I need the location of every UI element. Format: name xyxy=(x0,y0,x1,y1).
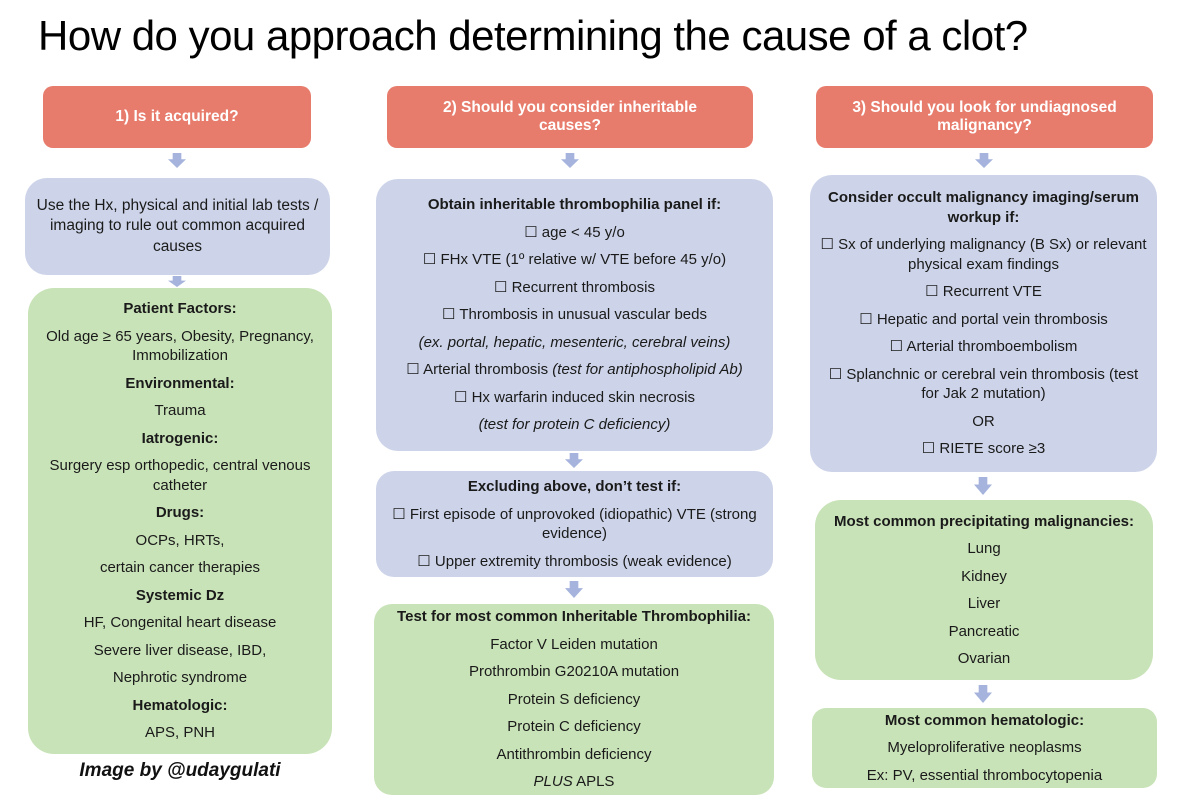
step3-hematologic-box: Most common hematologic: Myeloproliferati… xyxy=(812,708,1157,788)
text-line: Use the Hx, physical and initial lab tes… xyxy=(36,197,319,255)
step1-instructions-box: Use the Hx, physical and initial lab tes… xyxy=(25,178,330,275)
text-line: APS, PNH xyxy=(144,724,216,742)
text-line: ☐ Arterial thrombosis (test for antiphos… xyxy=(406,360,742,380)
text-line: ☐ Upper extremity thrombosis (weak evide… xyxy=(417,552,732,570)
text-line: Protein S deficiency xyxy=(507,690,641,708)
text-line: Environmental: xyxy=(125,374,235,392)
image-credit: Image by @udaygulati xyxy=(79,760,281,781)
text-line: Myeloproliferative neoplasms xyxy=(887,739,1082,757)
text-line: Protein C deficiency xyxy=(507,718,641,736)
text-line: Factor V Leiden mutation xyxy=(490,635,658,653)
text-line: Pancreatic xyxy=(948,622,1020,640)
text-line: Obtain inheritable thrombophilia panel i… xyxy=(427,196,722,214)
down-arrow-icon xyxy=(565,453,583,468)
down-arrow-icon xyxy=(974,477,992,495)
text-line: Consider occult malignancy imaging/serum… xyxy=(828,189,1139,226)
text-line: Kidney xyxy=(961,567,1007,585)
text-line: ☐ Thrombosis in unusual vascular beds xyxy=(442,306,707,324)
text-line: Systemic Dz xyxy=(135,586,225,604)
text-line: Iatrogenic: xyxy=(141,429,219,447)
text-line: HF, Congenital heart disease xyxy=(83,614,277,632)
text-line: Drugs: xyxy=(155,504,205,522)
text-line: Antithrombin deficiency xyxy=(496,745,652,763)
step2-dont-test-box: Excluding above, don’t test if: ☐ First e… xyxy=(376,471,773,577)
step3-header: 3) Should you look for undiagnosed malig… xyxy=(816,86,1153,148)
text-line: Most common precipitating malignancies: xyxy=(833,512,1135,530)
text-line: Prothrombin G20210A mutation xyxy=(468,663,680,681)
text-line: Old age ≥ 65 years, Obesity, Pregnancy, … xyxy=(46,327,314,365)
text-segment: ☐ Arterial thrombosis xyxy=(406,361,553,379)
text-line: Trauma xyxy=(154,402,206,420)
step1-acquired-causes-box: Patient Factors: Old age ≥ 65 years, Obes… xyxy=(28,288,332,754)
text-line: Severe liver disease, IBD, xyxy=(93,641,267,659)
text-line: ☐ Hx warfarin induced skin necrosis xyxy=(453,388,696,406)
text-line: Surgery esp orthopedic, central venous c… xyxy=(49,457,311,494)
text-line: ☐ Splanchnic or cerebral vein thrombosis… xyxy=(828,365,1139,403)
page-title: How do you approach determining the caus… xyxy=(38,12,1028,59)
text-line: Nephrotic syndrome xyxy=(112,669,248,687)
down-arrow-icon xyxy=(561,153,579,168)
text-line: Liver xyxy=(967,595,1001,612)
text-line: Patient Factors: xyxy=(123,300,237,318)
text-line: Ovarian xyxy=(957,650,1011,667)
text-line: OCPs, HRTs, xyxy=(135,531,225,549)
text-line: ☐ Recurrent thrombosis xyxy=(493,278,655,296)
text-line: Ex: PV, essential thrombocytopenia xyxy=(866,766,1103,784)
step3-common-malignancies-box: Most common precipitating malignancies: L… xyxy=(815,500,1153,680)
text-line: Excluding above, don’t test if: xyxy=(467,478,682,495)
text-line: Most common hematologic: xyxy=(884,711,1085,729)
text-line: OR xyxy=(972,412,995,430)
step2-inheritable-thrombophilia-box: Test for most common Inheritable Thrombo… xyxy=(374,604,774,795)
down-arrow-icon xyxy=(168,276,186,287)
text-line: ☐ FHx VTE (1º relative w/ VTE before 45 … xyxy=(422,251,727,269)
text-line: (ex. portal, hepatic, mesenteric, cerebr… xyxy=(418,333,731,351)
down-arrow-icon xyxy=(974,685,992,703)
step1-header: 1) Is it acquired? xyxy=(43,86,311,148)
text-line: PLUS APLS xyxy=(534,772,615,792)
text-line: Lung xyxy=(967,540,1001,557)
text-line: ☐ age < 45 y/o xyxy=(524,223,625,241)
step2-header: 2) Should you consider inheritable cause… xyxy=(387,86,753,148)
text-segment: PLUS xyxy=(533,773,573,791)
text-segment: APLS xyxy=(572,773,615,791)
text-line: Test for most common Inheritable Thrombo… xyxy=(397,608,751,626)
text-line: ☐ Arterial thromboembolism xyxy=(889,338,1078,356)
text-line: (test for protein C deficiency) xyxy=(478,416,671,434)
text-line: ☐ Sx of underlying malignancy (B Sx) or … xyxy=(820,236,1147,273)
down-arrow-icon xyxy=(168,153,186,168)
down-arrow-icon xyxy=(565,581,583,598)
text-line: Hematologic: xyxy=(132,696,228,714)
step2-panel-criteria-box: Obtain inheritable thrombophilia panel i… xyxy=(376,179,773,451)
text-segment: (test for antiphospholipid Ab) xyxy=(552,361,743,379)
step3-malignancy-workup-box: Consider occult malignancy imaging/serum… xyxy=(810,175,1157,472)
text-line: ☐ First episode of unprovoked (idiopathi… xyxy=(392,505,757,543)
down-arrow-icon xyxy=(975,153,993,168)
text-line: ☐ RIETE score ≥3 xyxy=(921,440,1046,458)
text-line: certain cancer therapies xyxy=(99,559,261,577)
text-line: ☐ Recurrent VTE xyxy=(925,283,1042,301)
text-line: ☐ Hepatic and portal vein thrombosis xyxy=(859,310,1108,328)
